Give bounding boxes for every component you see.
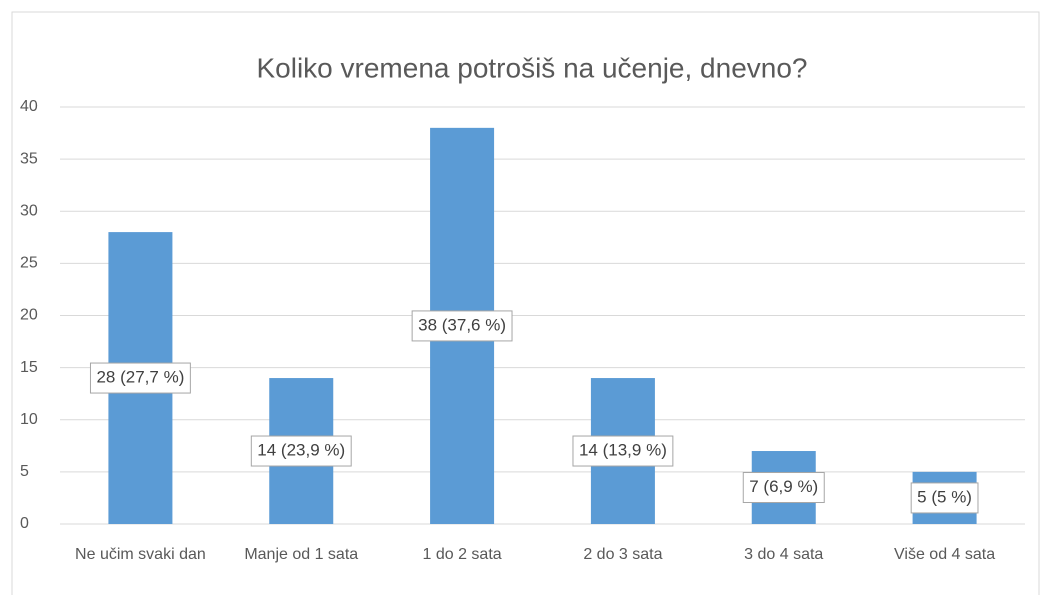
x-tick-label: 2 do 3 sata — [583, 546, 662, 563]
y-tick-label: 35 — [20, 150, 38, 167]
x-tick-label: Manje od 1 sata — [244, 546, 358, 563]
x-tick-label: Više od 4 sata — [894, 546, 995, 563]
data-label: 5 (5 %) — [917, 487, 972, 506]
y-tick-label: 5 — [20, 463, 29, 480]
x-tick-label: Ne učim svaki dan — [75, 546, 206, 563]
data-label: 38 (37,6 %) — [418, 315, 506, 334]
data-label-box — [250, 435, 352, 467]
y-tick-label: 40 — [20, 98, 38, 115]
y-tick-label: 30 — [20, 202, 38, 219]
y-tick-label: 15 — [20, 359, 38, 376]
y-tick-label: 25 — [20, 255, 38, 272]
data-label-box — [411, 310, 513, 342]
x-tick-label: 1 do 2 sata — [422, 546, 501, 563]
data-label: 28 (27,7 %) — [96, 368, 184, 387]
x-tick-label: 3 do 4 sata — [744, 546, 823, 563]
data-label: 14 (23,9 %) — [257, 441, 345, 460]
data-label-box — [89, 362, 191, 394]
data-label-box — [742, 472, 825, 504]
data-label-box — [910, 482, 979, 514]
chart-title: Koliko vremena potrošiš na učenje, dnevn… — [256, 52, 807, 83]
y-tick-label: 10 — [20, 411, 38, 428]
y-tick-label: 20 — [20, 307, 38, 324]
data-label: 14 (13,9 %) — [579, 441, 667, 460]
data-label: 7 (6,9 %) — [749, 477, 818, 496]
y-tick-label: 0 — [20, 515, 29, 532]
chart-frame — [11, 11, 1040, 595]
data-label-box — [572, 435, 674, 467]
